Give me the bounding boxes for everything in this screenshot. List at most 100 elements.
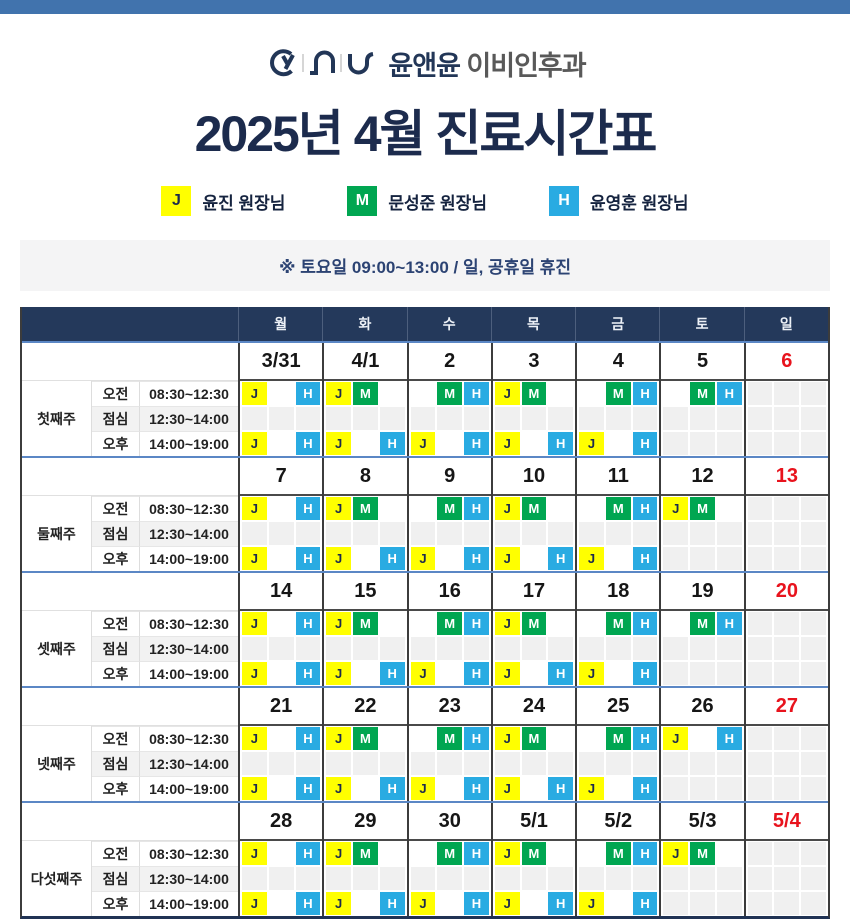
slot-cell [661,431,744,456]
date-cell: 27 [745,688,828,726]
closed-slot [242,522,267,545]
slot-cell [745,726,828,751]
doctor-badge-M: M [521,842,547,865]
closed-slot [747,842,773,865]
closed-slot [663,432,689,455]
closed-slot [690,432,715,455]
slot-cell [408,636,491,661]
clinic-name: 윤앤윤 [388,50,461,81]
day-column: 28 J H J H [238,803,323,916]
closed-slot [632,522,658,545]
empty-slot [410,727,436,750]
empty-slot [579,497,604,520]
closed-slot [464,637,489,660]
day-column: 16 M H J H [406,573,491,686]
closed-slot [801,892,826,915]
doctor-j-badge: J [161,186,192,216]
slot-cell [745,776,828,801]
date-cell: 5/3 [661,803,744,841]
doctor-badge-H: H [548,662,574,685]
closed-slot [801,547,826,570]
day-column: 19 M H [659,573,744,686]
date-cell: 20 [745,573,828,611]
doctor-badge-J: J [494,497,520,520]
doctor-h-badge: H [548,186,579,216]
slot-cell [661,751,744,776]
day-column: 12 J M [659,458,744,571]
closed-slot [774,407,800,430]
doctor-badge-J: J [326,662,352,685]
closed-slot [663,752,689,775]
closed-slot [242,637,267,660]
closed-slot [353,522,378,545]
doctor-badge-H: H [548,432,574,455]
doctor-badge-J: J [579,777,604,800]
doctor-badge-H: H [632,432,658,455]
slot-cell [745,521,828,546]
empty-slot [548,382,574,405]
closed-slot [801,612,826,635]
closed-slot [410,752,436,775]
doctor-badge-H: H [295,547,321,570]
slot-cell [240,636,323,661]
slot-cell [492,751,576,776]
slot-cell [661,636,744,661]
empty-slot [521,892,547,915]
date-cell: 24 [492,688,576,726]
closed-slot [437,637,463,660]
closed-slot [548,407,574,430]
doctor-badge-J: J [326,892,352,915]
slot-cell [577,521,660,546]
empty-slot [579,382,604,405]
empty-slot [353,432,378,455]
doctor-badge-J: J [410,432,436,455]
empty-slot [605,662,631,685]
doctor-badge-J: J [242,777,267,800]
empty-slot [663,612,689,635]
closed-slot [295,637,321,660]
doctor-badge-J: J [242,497,267,520]
left-date-spacer [22,458,238,496]
day-column: 21 J H J H [238,688,323,801]
doctor-badge-M: M [353,382,378,405]
closed-slot [521,522,547,545]
empty-slot [353,892,378,915]
day-column: 13 [743,458,828,571]
closed-slot [268,522,294,545]
empty-slot [410,497,436,520]
left-date-spacer [22,688,238,726]
closed-slot [663,867,689,890]
date-cell: 14 [240,573,323,611]
doctor-badge-J: J [242,547,267,570]
slot-time: 12:30~14:00 [140,521,238,546]
doctor-badge-H: H [716,382,742,405]
slot-cell [408,521,491,546]
doctor-badge-M: M [605,612,631,635]
date-cell: 5 [661,343,744,381]
doctor-badge-J: J [663,842,689,865]
slot-cell [492,521,576,546]
doctor-badge-M: M [521,497,547,520]
closed-slot [663,547,689,570]
closed-slot [801,407,826,430]
slot-time: 08:30~12:30 [140,496,238,521]
doctor-badge-J: J [494,892,520,915]
closed-slot [801,727,826,750]
closed-slot [437,867,463,890]
closed-slot [494,867,520,890]
empty-slot [379,727,405,750]
page-title: 2025년 4월 진료시간표 [194,106,658,162]
